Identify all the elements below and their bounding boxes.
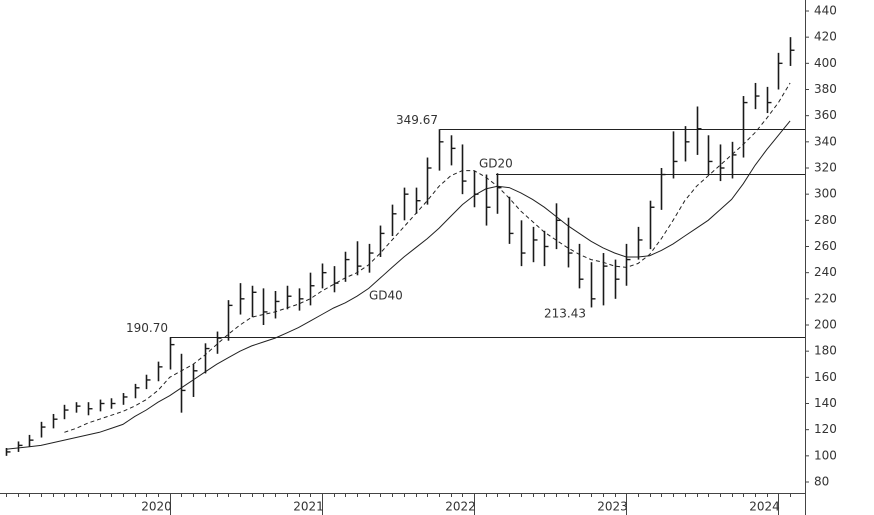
- x-tick-label: 2020: [141, 500, 172, 514]
- y-tick-label: 340: [814, 134, 837, 148]
- y-tick-label: 320: [814, 160, 837, 174]
- moving-average-line: [64, 82, 791, 433]
- y-tick-label: 360: [814, 108, 837, 122]
- y-tick-label: 220: [814, 291, 837, 305]
- y-tick-label: 120: [814, 422, 837, 436]
- y-tick-label: 300: [814, 187, 837, 201]
- y-tick-label: 440: [814, 3, 837, 17]
- series-label: GD20: [479, 157, 513, 171]
- x-tick-label: 2022: [445, 500, 476, 514]
- low-annotation: 213.43: [544, 307, 586, 321]
- level-label: 349.67: [396, 113, 438, 127]
- moving-average-line: [5, 120, 791, 450]
- y-tick-label: 100: [814, 448, 837, 462]
- y-tick-label: 280: [814, 213, 837, 227]
- level-label: 190.70: [126, 321, 168, 335]
- x-tick-label: 2024: [749, 500, 780, 514]
- y-tick-label: 240: [814, 265, 837, 279]
- series-label: GD40: [369, 289, 403, 303]
- y-tick-label: 140: [814, 396, 837, 410]
- x-tick-label: 2021: [293, 500, 324, 514]
- y-tick-label: 80: [814, 475, 829, 489]
- y-tick-label: 160: [814, 370, 837, 384]
- x-tick-label: 2023: [597, 500, 628, 514]
- y-tick-label: 200: [814, 318, 837, 332]
- y-tick-label: 180: [814, 344, 837, 358]
- y-tick-label: 380: [814, 82, 837, 96]
- y-tick-label: 260: [814, 239, 837, 253]
- y-tick-label: 400: [814, 56, 837, 70]
- y-tick-label: 420: [814, 30, 837, 44]
